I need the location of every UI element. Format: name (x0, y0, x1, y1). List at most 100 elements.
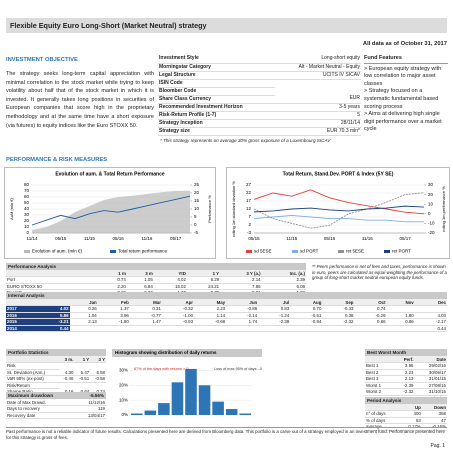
table-row: Recommended Investment Horizon 3-5 years (158, 103, 361, 112)
label-cell: Morningstar Category (158, 63, 275, 72)
y2-tick-label: 25 (194, 182, 200, 187)
value-cell: 2.23 (194, 305, 227, 313)
y-axis-label: rolling 1m standard deviation % (231, 181, 236, 237)
label-cell: VaR 95% (ex-post) (6, 375, 59, 383)
value-cell: 0.70 (290, 305, 323, 313)
table-row: Days to recovery 119 (6, 405, 106, 413)
header-cell: May (194, 299, 227, 306)
value-cell: 3.96 (97, 312, 130, 319)
value-cell: 24.21 (186, 283, 221, 290)
header-cell: 3 Y (a.) (220, 270, 262, 277)
y-tick-label: 10 (24, 224, 30, 229)
y-tick-label: 17 (246, 198, 252, 203)
value-cell: 1.37 (97, 305, 130, 313)
header-cell: 3 m (126, 270, 154, 277)
empty-cell (322, 325, 355, 332)
table-row: Share Class Currency EUR (158, 95, 361, 104)
y2-tick-label: 10 (428, 201, 434, 206)
value-cell: -0.51 (290, 312, 323, 319)
data-table: Jan Feb Mar Apr May Jun Jul Aug Sep Oct Nov Dec 2017… (6, 299, 447, 332)
style-table: Investment Style Long-short equity Morning… (158, 55, 361, 136)
table-row: 2015 -3.21 2.13 -1.80 1.47 -0.93 -0.68 1.74 -2.3… (6, 318, 447, 326)
value-cell: -2.32 (322, 318, 355, 326)
header-cell: Oct (354, 299, 387, 306)
risk-chart: Total Return, Stand.Dev. PORT & Index (5… (226, 167, 450, 259)
table-row: 2016 5.86 1.04 3.96 -0.77 -1.00 1.14 -2.14 -1.24… (6, 312, 447, 319)
value-cell: 0.86 (386, 318, 415, 326)
label-cell: Recovery date (6, 412, 75, 419)
table-row: Best 2 2.23 30/06/17 (365, 369, 447, 376)
table-row: Risk/Return (6, 382, 106, 389)
table-title: Best Worst Month (365, 349, 447, 356)
header-cell: Apr (161, 299, 195, 306)
label-cell: Best 2 (365, 369, 395, 376)
value-cell: -0.51 (74, 375, 91, 383)
empty-cell (258, 325, 291, 332)
bar (198, 385, 211, 415)
footnote: * This strategy represents on average 30… (160, 138, 331, 143)
chart-title: Evolution of aum. & Total Return Perform… (55, 171, 165, 177)
page-number: Pag. 1 (430, 443, 445, 449)
x-tick-label: 05/17 (170, 236, 182, 241)
empty-cell (161, 325, 195, 332)
label-cell: Recommended Investment Horizon (158, 103, 275, 112)
line (31, 195, 191, 226)
annotation: Loss of max 95% of days: -0.5% (214, 367, 262, 371)
value-cell: 5.47 (74, 369, 91, 376)
header-cell: Jun (226, 299, 259, 306)
label-cell: Bloomber Code (158, 87, 275, 96)
label-cell: average (365, 423, 400, 431)
value-cell: EUR 70.3 mln* (274, 127, 361, 136)
table-row: EURO STOXX 50 2.20 6.84 15.02 24.21 7.86 6.08 (6, 283, 306, 290)
label-cell: Strategy Inception (158, 119, 275, 128)
value-cell: 1.47 (129, 318, 162, 326)
y-tick-label: 60 (24, 194, 30, 199)
table-title: Period Analysis (365, 397, 447, 404)
legend-swatch (24, 250, 30, 253)
data-table: Investment Style Long-short equity Morning… (158, 55, 361, 136)
header-cell: Dec (414, 299, 447, 306)
label-cell: Legal Structure (158, 71, 275, 80)
table-row: Strategy Inception 28/11/14 (158, 119, 361, 128)
legend-label: sd PORT (300, 249, 319, 254)
best-worst-table: Best Worst Month Perf. Date Best 1 3.96 29/02… (365, 349, 447, 402)
y-tick-label: 0% (121, 412, 128, 417)
empty-cell (194, 325, 227, 332)
value-cell: 358 (421, 410, 447, 418)
x-tick-label: 05/17 (399, 236, 411, 241)
header-row: Jan Feb Mar Apr May Jun Jul Aug Sep Oct Nov Dec (6, 299, 447, 306)
table-row: VaR 95% (ex-post) -0.46 -0.51 -0.58 (6, 375, 106, 383)
area (32, 191, 190, 233)
value-cell: -0.32 (161, 305, 195, 313)
bar (239, 413, 251, 415)
value-cell: 6.08 (261, 283, 306, 290)
y-tick-label: -3 (247, 230, 251, 235)
feature-item: > Strategy focused on a systematic funda… (364, 88, 439, 110)
y-tick-label: 30 (24, 212, 30, 217)
value-cell: 0.74 (354, 305, 387, 313)
section-heading: PERFORMANCE & RISK MEASURES (6, 157, 108, 163)
label-cell: Share Class Currency (158, 95, 275, 104)
x-tick-label: 11/16 (141, 236, 152, 241)
value-cell: -0.77 (129, 312, 162, 319)
label-cell: Days to recovery (6, 405, 75, 413)
x-tick-label: 05/15 (55, 236, 67, 241)
value-cell: 29/02/16 (414, 362, 447, 370)
header-cell: Sep (322, 299, 355, 306)
y-tick-label: 0 (26, 230, 29, 235)
value-cell: 4.03 (414, 312, 447, 319)
bar (158, 403, 170, 415)
title-bar (112, 349, 262, 357)
y2-tick-label: -10 (428, 221, 435, 226)
blank-cell (365, 404, 400, 411)
legend-swatch (384, 250, 390, 253)
y-tick-label: 50 (24, 200, 30, 205)
label-cell: 2017 (6, 305, 38, 313)
value-cell: 0.83 (258, 305, 291, 313)
value-cell: Long-short equity (274, 55, 361, 64)
legend-label: sd 5ESE (254, 249, 272, 254)
label-cell: % of days (365, 417, 400, 424)
y-tick-label: 30% (119, 368, 128, 373)
